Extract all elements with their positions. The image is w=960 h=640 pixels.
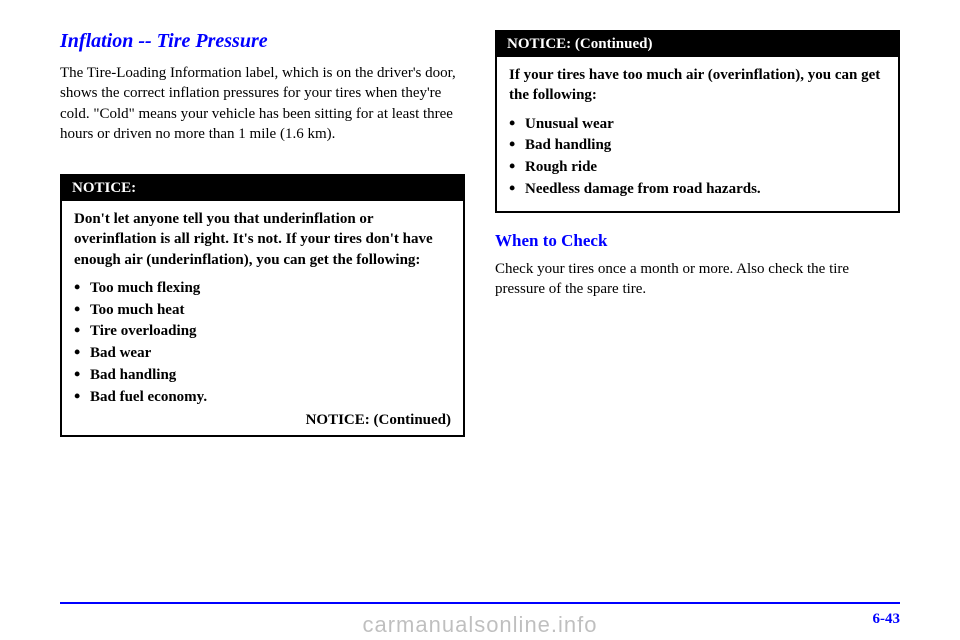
list-item: Rough ride [509,157,886,179]
watermark: carmanualsonline.info [0,612,960,638]
notice-header-continued: NOTICE: (Continued) [497,32,898,57]
notice-box-overinflation: NOTICE: (Continued) If your tires have t… [495,30,900,213]
list-item: Tire overloading [74,321,451,343]
notice-box-underinflation: NOTICE: Don't let anyone tell you that u… [60,174,465,437]
list-item: Bad fuel economy. [74,387,451,409]
list-item: Too much flexing [74,278,451,300]
list-item: Bad handling [509,135,886,157]
page-content: Inflation -- Tire Pressure The Tire-Load… [0,0,960,457]
right-column: NOTICE: (Continued) If your tires have t… [495,30,900,437]
list-item: Bad wear [74,343,451,365]
notice-body: Don't let anyone tell you that underinfl… [62,201,463,435]
notice-lead-text: Don't let anyone tell you that underinfl… [74,209,451,270]
when-to-check-paragraph: Check your tires once a month or more. A… [495,259,900,300]
list-item: Too much heat [74,300,451,322]
notice-header: NOTICE: [62,176,463,201]
left-column: Inflation -- Tire Pressure The Tire-Load… [60,30,465,437]
list-item: Unusual wear [509,114,886,136]
notice-list-overinflation: Unusual wear Bad handling Rough ride Nee… [509,114,886,201]
inflation-paragraph: The Tire-Loading Information label, whic… [60,63,465,144]
notice-continued-label: NOTICE: (Continued) [74,412,451,429]
list-item: Bad handling [74,365,451,387]
section-heading-inflation: Inflation -- Tire Pressure [60,30,465,53]
section-heading-when-to-check: When to Check [495,231,900,251]
notice-list-underinflation: Too much flexing Too much heat Tire over… [74,278,451,409]
notice-lead-text: If your tires have too much air (overinf… [509,65,886,106]
footer-rule [60,602,900,604]
notice-body: If your tires have too much air (overinf… [497,57,898,211]
list-item: Needless damage from road hazards. [509,179,886,201]
